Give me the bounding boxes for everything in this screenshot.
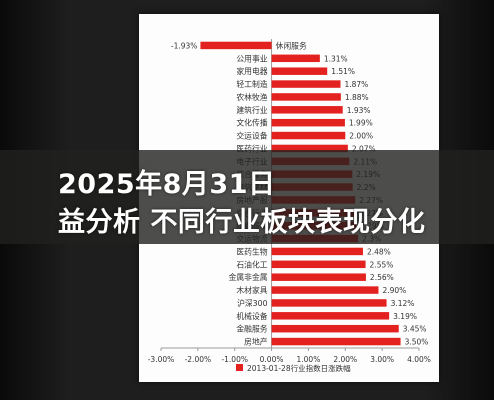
data-label: 3.12% bbox=[391, 299, 415, 308]
bar bbox=[271, 312, 390, 320]
x-tick-label: 2.00% bbox=[333, 355, 357, 364]
bar bbox=[271, 247, 363, 256]
bar bbox=[271, 54, 320, 63]
bar bbox=[271, 80, 341, 88]
data-label: -1.93% bbox=[171, 41, 198, 50]
category-label: 金属非金属 bbox=[229, 272, 268, 282]
category-label: 木材家具 bbox=[236, 285, 267, 295]
legend: 2013-01-28行业指数日涨跌幅 bbox=[236, 363, 351, 373]
headline-banner bbox=[0, 150, 494, 244]
category-label: 房地产 bbox=[244, 337, 268, 347]
bar bbox=[271, 131, 346, 140]
data-label: 1.99% bbox=[349, 119, 373, 128]
bar bbox=[200, 41, 272, 50]
category-label: 机械设备 bbox=[236, 311, 267, 321]
bar bbox=[271, 324, 399, 333]
category-label: 医药行业 bbox=[236, 143, 267, 153]
data-label: 1.51% bbox=[331, 67, 355, 76]
category-label: 公用事业 bbox=[236, 53, 267, 63]
x-tick-label: 4.00% bbox=[407, 355, 431, 364]
category-label: 交运设备 bbox=[236, 131, 267, 141]
headline-line-1: 2025年8月31日 bbox=[58, 169, 276, 200]
category-label: 农林牧渔 bbox=[236, 92, 267, 102]
bar bbox=[271, 286, 379, 294]
legend-swatch bbox=[236, 364, 243, 371]
category-label: 休闲服务 bbox=[276, 40, 307, 50]
x-tick-label: 3.00% bbox=[370, 355, 394, 364]
category-label: 沪深300 bbox=[237, 298, 268, 308]
bar bbox=[271, 144, 348, 153]
bar bbox=[271, 93, 341, 101]
data-label: 1.88% bbox=[345, 93, 369, 102]
data-label: 1.87% bbox=[344, 80, 368, 89]
category-label: 金融服务 bbox=[236, 324, 267, 334]
x-tick-label: 0.00% bbox=[260, 355, 284, 364]
data-label: 1.31% bbox=[324, 54, 348, 63]
headline-line-2: 益分析 不同行业板块表现分化 bbox=[58, 207, 426, 238]
category-label: 医药生物 bbox=[236, 246, 267, 256]
data-label: 2.48% bbox=[367, 247, 391, 256]
x-tick-label: 1.00% bbox=[297, 355, 321, 364]
data-label: 2.55% bbox=[370, 260, 394, 269]
bar bbox=[271, 299, 387, 307]
data-label: 1.93% bbox=[347, 106, 371, 115]
bar bbox=[271, 260, 366, 269]
data-label: 3.19% bbox=[393, 312, 417, 321]
data-label: 2.56% bbox=[370, 273, 394, 282]
category-label: 家用电器 bbox=[236, 66, 267, 76]
data-label: 2.07% bbox=[352, 144, 376, 153]
bar bbox=[271, 273, 366, 281]
data-label: 2.90% bbox=[382, 286, 406, 295]
bar bbox=[271, 337, 401, 346]
data-label: 3.45% bbox=[403, 325, 427, 334]
bar bbox=[271, 106, 343, 114]
data-label: 3.50% bbox=[405, 338, 429, 347]
category-label: 轻工制造 bbox=[236, 79, 267, 89]
legend-label: 2013-01-28行业指数日涨跌幅 bbox=[247, 363, 351, 373]
data-label: 2.00% bbox=[349, 132, 373, 141]
category-label: 建筑行业 bbox=[236, 105, 267, 115]
bar bbox=[271, 118, 345, 127]
category-label: 文化传播 bbox=[236, 118, 267, 128]
x-tick-label: -2.00% bbox=[185, 355, 212, 364]
x-tick-label: -3.00% bbox=[148, 355, 175, 364]
x-tick-label: -1.00% bbox=[221, 355, 248, 364]
category-label: 石油化工 bbox=[236, 259, 267, 269]
bar bbox=[271, 67, 328, 75]
